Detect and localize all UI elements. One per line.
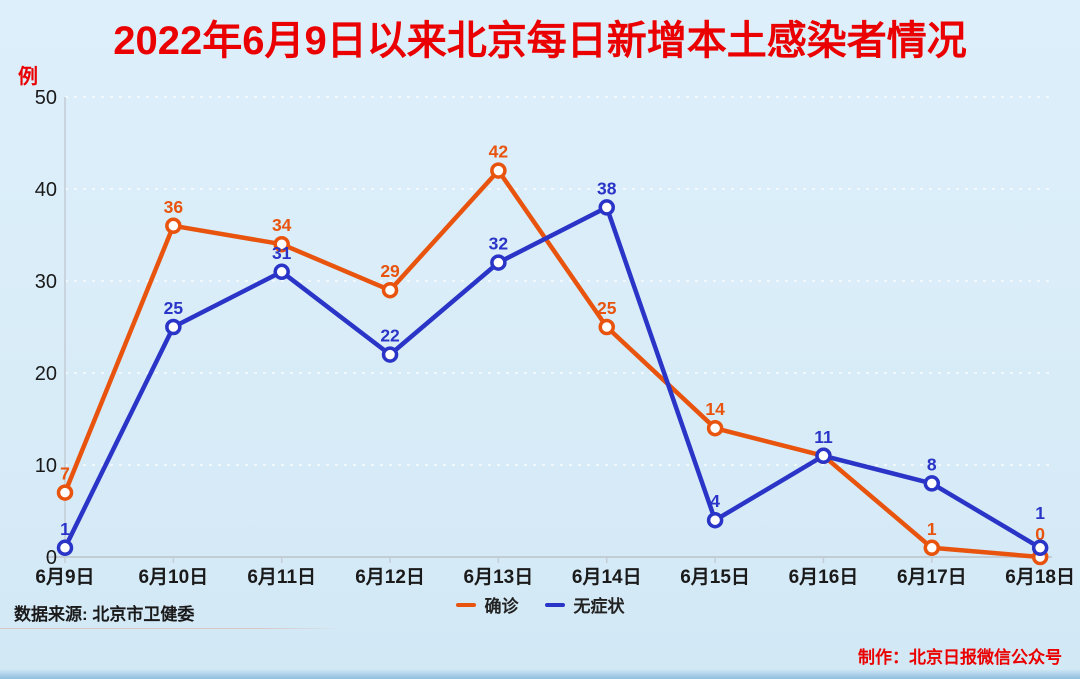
y-axis-tick-label-20: 20 [35, 363, 57, 385]
data-label-确诊-4: 29 [380, 261, 400, 281]
legend-label-asymptomatic: 无症状 [573, 597, 625, 616]
data-point-确诊-6 [598, 318, 615, 336]
credit-note: 制作：北京日报微信公众号 [858, 648, 1062, 667]
data-point-确诊-1 [56, 484, 74, 501]
y-axis-tick-label-10: 10 [35, 455, 57, 477]
data-label-无症状-2: 25 [164, 298, 184, 318]
x-axis-label-10: 6月18日 [1005, 567, 1075, 588]
series-line-确诊 [62, 168, 1043, 560]
data-point-无症状-3 [273, 263, 290, 281]
data-label-无症状-4: 22 [380, 326, 400, 346]
data-point-无症状-5 [490, 254, 507, 271]
data-label-确诊-5: 42 [489, 142, 509, 162]
data-point-无症状-2 [165, 318, 182, 336]
chart-title: 2022年6月9日以来北京每日新增本土感染者情况 [113, 19, 967, 63]
data-label-无症状-10: 1 [1035, 503, 1045, 523]
data-label-无症状-6: 38 [597, 178, 617, 198]
data-point-无症状-9 [923, 475, 941, 492]
data-point-无症状-8 [815, 447, 832, 465]
data-point-确诊-9 [923, 539, 941, 557]
bottom-accent-strip [0, 669, 1080, 679]
data-point-无症状-1 [56, 539, 74, 557]
data-label-无症状-7: 4 [710, 491, 720, 511]
data-label-确诊-3: 34 [272, 215, 292, 235]
x-axis-label-9: 6月17日 [897, 567, 967, 588]
y-axis-tick-label-50: 50 [35, 87, 57, 109]
y-axis-tick-label-30: 30 [35, 271, 57, 293]
data-label-确诊-2: 36 [164, 197, 184, 217]
data-label-无症状-1: 1 [60, 519, 70, 539]
chart-legend: 确诊 无症状 [0, 592, 1080, 617]
source-divider-line [0, 628, 345, 629]
y-axis-tick-label-0: 0 [46, 547, 57, 569]
legend-item-confirmed: 确诊 [455, 592, 519, 617]
data-point-确诊-4 [381, 281, 399, 299]
data-label-无症状-5: 32 [489, 234, 509, 254]
data-label-确诊-6: 25 [597, 298, 617, 318]
series-line-无症状 [62, 205, 1043, 551]
x-axis-label-2: 6月10日 [138, 567, 208, 588]
data-point-无症状-6 [598, 199, 615, 216]
data-label-确诊-7: 14 [705, 399, 725, 419]
data-label-无症状-3: 31 [272, 243, 292, 263]
x-axis-label-5: 6月13日 [464, 567, 534, 588]
data-label-无症状-9: 8 [927, 454, 937, 474]
data-label-无症状-8: 11 [814, 427, 833, 447]
data-source-note: 数据来源: 北京市卫健委 [14, 605, 195, 624]
data-point-确诊-3 [273, 235, 290, 253]
data-point-无症状-10 [1031, 539, 1049, 557]
x-axis-label-1: 6月9日 [35, 567, 94, 588]
data-point-确诊-7 [706, 419, 724, 437]
y-axis-unit-label: 例 [18, 66, 38, 88]
data-point-无症状-7 [706, 511, 724, 529]
data-label-确诊-9: 1 [927, 519, 937, 539]
asymptomatic-line-swatch-icon [544, 602, 565, 607]
legend-label-confirmed: 确诊 [484, 597, 519, 616]
x-axis-label-6: 6月14日 [572, 567, 642, 588]
data-point-无症状-4 [381, 346, 399, 363]
x-axis-label-8: 6月16日 [789, 567, 859, 588]
data-point-确诊-5 [490, 162, 507, 179]
data-label-确诊-1: 7 [60, 464, 70, 484]
x-axis-label-4: 6月12日 [355, 567, 425, 588]
x-axis-label-3: 6月11日 [247, 567, 316, 588]
data-point-确诊-2 [165, 217, 182, 235]
legend-item-asymptomatic: 无症状 [544, 592, 625, 617]
confirmed-line-swatch-icon [455, 602, 476, 607]
x-axis-label-7: 6月15日 [680, 567, 750, 588]
y-axis-tick-label-40: 40 [35, 179, 57, 201]
data-label-确诊-10: 0 [1035, 524, 1045, 544]
